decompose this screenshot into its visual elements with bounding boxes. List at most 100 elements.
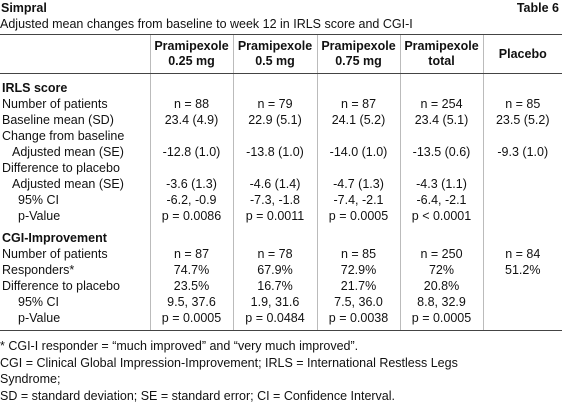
cell [399,73,483,96]
cell: 23.5 (5.2) [482,112,562,128]
cell: p = 0.0484 [232,310,317,331]
column-header-line: Pramipexole [321,39,396,53]
cell: 72.9% [316,262,400,278]
cell: n = 85 [482,96,562,112]
footnote: SD = standard deviation; SE = standard e… [0,388,396,403]
data-row: p-Value p = 0.0005 p = 0.0484 p = 0.0038 p =… [0,310,562,331]
data-row: Baseline mean (SD) 23.4 (4.9) 22.9 (5.1) 24… [0,112,562,128]
cell [482,224,562,246]
cell: p = 0.0005 [316,208,400,224]
cell: -7.3, -1.8 [232,192,317,208]
cell: 23.5% [149,278,233,294]
data-row: Responders* 74.7% 67.9% 72.9% 72% 51.2% [0,262,562,278]
data-row: Change from baseline [0,128,562,144]
row-label: 95% CI [18,193,59,207]
cell [232,73,317,96]
cell [482,73,562,96]
cell: -4.7 (1.3) [316,176,400,192]
footnote: CGI = Clinical Global Impression-Improve… [0,355,458,370]
cell: 8.8, 32.9 [399,294,483,310]
data-row: Number of patients n = 88 n = 79 n = 87 n = … [0,96,562,112]
row-label: Baseline mean (SD) [2,113,114,127]
cell: -14.0 (1.0) [316,144,400,160]
column-header: Placebo [482,35,562,74]
section-row: IRLS score [0,73,562,96]
cell: p < 0.0001 [399,208,483,224]
cell: n = 87 [149,246,233,262]
cell: 16.7% [232,278,317,294]
column-header: Pramipexole 0.5 mg [232,35,317,74]
footnote: Syndrome; [0,372,61,386]
row-label: Difference to placebo [2,161,120,175]
cell: n = 85 [316,246,400,262]
cell: 23.4 (4.9) [149,112,233,128]
column-header-line: total [428,54,455,68]
cell: 1.9, 31.6 [232,294,317,310]
cell: 9.5, 37.6 [149,294,233,310]
row-label: 95% CI [18,295,59,309]
cell: -13.5 (0.6) [399,144,483,160]
cell [149,73,233,96]
column-header-line: Pramipexole [154,39,229,53]
cell [399,160,483,176]
cell: n = 84 [482,246,562,262]
data-row: Difference to placebo [0,160,562,176]
title: Simpral [1,1,47,15]
data-row: Difference to placebo 23.5% 16.7% 21.7% 20.8… [0,278,562,294]
column-header: Pramipexole 0.75 mg [316,35,400,74]
cell [316,160,400,176]
row-label: Adjusted mean (SE) [12,145,124,159]
cell [482,176,562,192]
cell: 23.4 (5.1) [399,112,483,128]
table-label: Table 6 [516,1,559,15]
cell [149,160,233,176]
cell: 72% [399,262,483,278]
cell: -12.8 (1.0) [149,144,233,160]
cell: p = 0.0086 [149,208,233,224]
column-header: Pramipexole 0.25 mg [149,35,233,74]
column-header-line: 0.25 mg [168,54,215,68]
cell [316,128,400,144]
cell [232,224,317,246]
cell: -6.4, -2.1 [399,192,483,208]
column-header-line: 0.5 mg [255,54,295,68]
cell: n = 87 [316,96,400,112]
row-label: Number of patients [2,97,108,111]
cell [232,160,317,176]
cell [482,128,562,144]
cell [482,310,562,331]
cell: p = 0.0005 [149,310,233,331]
cell [482,278,562,294]
column-header: Pramipexole total [399,35,483,74]
row-label: p-Value [18,209,61,223]
row-label: Number of patients [2,247,108,261]
data-row: Adjusted mean (SE) -12.8 (1.0) -13.8 (1.0)… [0,144,562,160]
cell [232,128,317,144]
row-label: p-Value [0,310,150,331]
row-label: Difference to placebo [2,279,120,293]
column-header-line: Pramipexole [237,39,313,53]
data-row: 95% CI 9.5, 37.6 1.9, 31.6 7.5, 36.0 8.8, 32… [0,294,562,310]
section-heading: CGI-Improvement [2,231,107,245]
cell: -3.6 (1.3) [149,176,233,192]
cell: 67.9% [232,262,317,278]
cell [399,224,483,246]
cell: 7.5, 36.0 [316,294,400,310]
cell [399,128,483,144]
data-row: Number of patients n = 87 n = 78 n = 85 n = … [0,246,562,262]
subtitle: Adjusted mean changes from baseline to w… [0,17,562,35]
cell: n = 250 [399,246,483,262]
cell: 20.8% [399,278,483,294]
row-label: Responders* [2,263,75,277]
cell [149,128,233,144]
cell: p = 0.0038 [316,310,400,331]
cell: p = 0.0005 [399,310,483,331]
cell: p = 0.0011 [232,208,317,224]
cell [316,73,400,96]
footnotes: * CGI-I responder = “much improved” and … [0,338,562,404]
cell: -7.4, -2.1 [316,192,400,208]
section-heading: IRLS score [2,81,68,95]
cell [316,224,400,246]
results-table: Pramipexole 0.25 mg Pramipexole 0.5 mg Prami… [0,35,562,331]
